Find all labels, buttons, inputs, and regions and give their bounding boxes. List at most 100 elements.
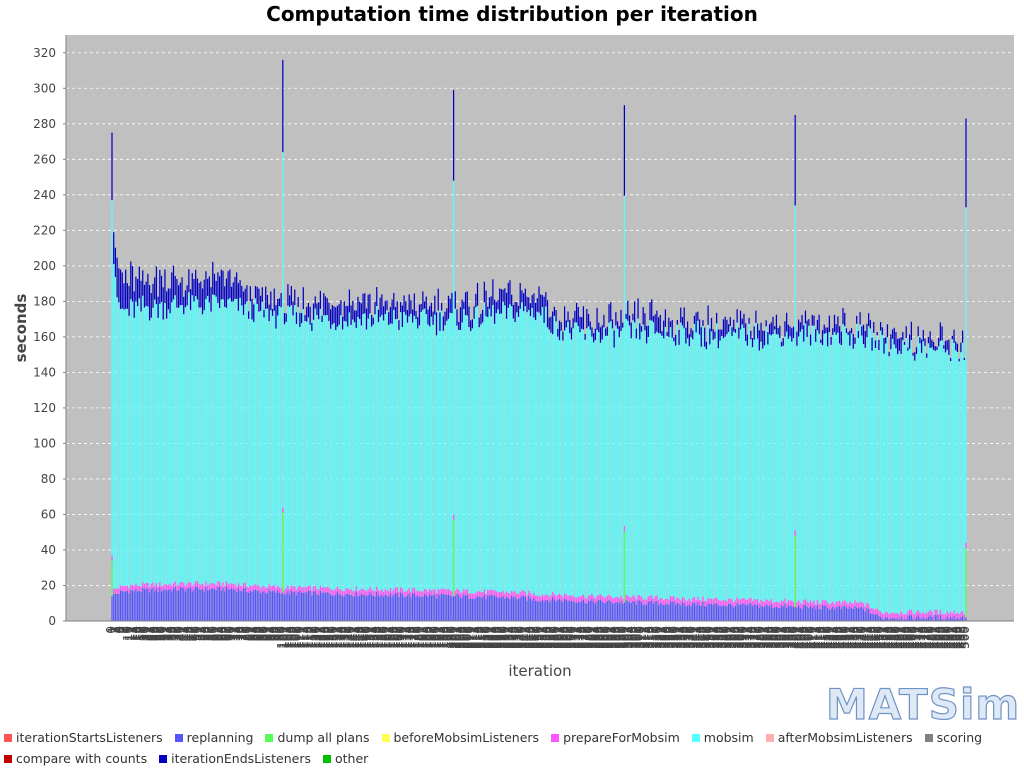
- bar-segment-iterationendslisteners: [511, 294, 513, 307]
- bar-segment-replanning: [316, 594, 318, 621]
- x-tick-label: 26: [148, 626, 162, 641]
- x-tick-label: 356: [712, 626, 726, 649]
- bar-segment-mobsim: [441, 310, 443, 589]
- bar-segment-mobsim: [722, 338, 725, 600]
- bar-segment-prepareformobsim: [155, 583, 158, 589]
- bar-segment-mobsim: [873, 332, 875, 610]
- bar-segment-mobsim: [420, 311, 422, 592]
- bar-segment-iterationendslisteners: [902, 332, 904, 341]
- x-tick-label: 149: [358, 626, 372, 649]
- bar-segment-iterationendslisteners: [681, 317, 684, 326]
- bar-segment-replanning: [907, 616, 909, 621]
- bar-segment-mobsim: [523, 311, 525, 591]
- bar-segment-prepareformobsim: [939, 609, 941, 616]
- x-tick-label: 480: [924, 626, 938, 649]
- bar-segment-replanning: [717, 605, 719, 621]
- bar-segment-mobsim: [302, 309, 304, 588]
- bar-segment-replanning: [683, 603, 685, 621]
- x-tick-label: 417: [816, 626, 830, 649]
- bar-iteration-41: [181, 277, 183, 621]
- x-tick-label: 46: [183, 626, 197, 641]
- x-tick-label: 108: [288, 626, 302, 649]
- bar-segment-iterationendslisteners: [355, 310, 357, 328]
- bar-segment-prepareformobsim: [895, 613, 897, 619]
- x-tick-label: 466: [900, 626, 914, 649]
- bar-segment-replanning: [869, 613, 871, 621]
- bar-segment-replanning: [403, 597, 405, 621]
- x-tick-label: 476: [917, 626, 931, 649]
- bar-segment-mobsim: [509, 304, 511, 594]
- bar-iteration-228: [500, 289, 503, 621]
- bar-segment-prepareformobsim: [686, 600, 689, 606]
- bar-segment-replanning: [335, 594, 337, 621]
- bar-segment-iterationendslisteners: [757, 323, 759, 339]
- bar-segment-prepareformobsim: [642, 599, 644, 605]
- bar-segment-mobsim: [955, 350, 957, 615]
- bar-segment-mobsim: [794, 205, 796, 531]
- x-tick-label: 86: [251, 626, 265, 641]
- bar-segment-mobsim: [787, 338, 789, 601]
- bar-segment-replanning: [311, 595, 313, 621]
- bar-segment-mobsim: [133, 317, 135, 586]
- bar-segment-iterationendslisteners: [157, 296, 159, 318]
- bar-segment-replanning: [534, 600, 537, 621]
- x-tick-label: 345: [693, 626, 707, 649]
- x-tick-label: 448: [869, 626, 883, 649]
- bar-segment-prepareformobsim: [944, 614, 947, 620]
- bar-segment-iterationendslisteners: [473, 306, 475, 319]
- bar-segment-replanning: [897, 618, 899, 621]
- bar-segment-mobsim: [330, 328, 332, 590]
- bar-segment-mobsim: [152, 307, 154, 583]
- bar-segment-replanning: [775, 606, 778, 621]
- x-tick-label: 334: [674, 626, 688, 649]
- bar-segment-mobsim: [881, 335, 883, 614]
- bar-segment-iterationendslisteners: [743, 313, 745, 329]
- x-tick-label: 118: [306, 626, 320, 649]
- bar-segment-mobsim: [268, 321, 270, 585]
- bar-segment-replanning: [579, 602, 581, 621]
- x-tick-label: 171: [396, 626, 410, 649]
- bar-iteration-44: [186, 285, 188, 621]
- bar-segment-mobsim: [671, 337, 673, 597]
- bar-segment-replanning: [712, 604, 714, 621]
- bar-iteration-141: [352, 300, 354, 621]
- bar-segment-iterationendslisteners: [331, 304, 333, 325]
- bar-segment-prepareformobsim: [244, 582, 246, 588]
- x-tick-label: 397: [782, 626, 796, 649]
- x-tick-label: 53: [195, 626, 209, 641]
- bar-iteration-169: [400, 302, 402, 621]
- x-tick-label: 483: [929, 626, 943, 649]
- x-tick-label: 364: [726, 626, 740, 649]
- bar-iteration-214: [476, 282, 479, 621]
- bar-segment-replanning: [470, 598, 472, 621]
- bar-segment-prepareformobsim: [193, 584, 195, 590]
- bar-segment-prepareformobsim: [857, 602, 860, 609]
- bar-segment-iterationendslisteners: [179, 282, 181, 306]
- bar-iteration-384: [767, 332, 769, 621]
- bar-segment-iterationendslisteners: [468, 306, 470, 328]
- bar-segment-mobsim: [475, 307, 477, 593]
- bar-segment-mobsim: [176, 307, 178, 586]
- bar-segment-iterationendslisteners: [196, 278, 199, 300]
- bar-segment-prepareformobsim: [425, 589, 427, 595]
- x-tick-label: 438: [852, 626, 866, 649]
- x-tick-label: 39: [171, 626, 185, 641]
- bar-iteration-405: [803, 325, 805, 621]
- bar-segment-replanning: [265, 593, 267, 621]
- x-tick-label: 487: [936, 626, 950, 649]
- bar-iteration-148: [364, 293, 366, 621]
- bar-segment-replanning: [499, 597, 501, 621]
- bar-segment-replanning: [480, 597, 482, 621]
- bar-segment-mobsim: [331, 324, 333, 590]
- legend-label: dump all plans: [277, 730, 370, 745]
- bar-iteration-302: [627, 300, 629, 621]
- bar-segment-mobsim: [586, 328, 588, 599]
- bar-segment-replanning: [622, 603, 624, 621]
- bar-iteration-485: [939, 322, 941, 621]
- bar-iteration-378: [757, 323, 759, 621]
- x-tick-label: 447: [867, 626, 881, 649]
- bar-iteration-412: [815, 329, 817, 621]
- x-tick-label: 358: [715, 626, 729, 649]
- bar-segment-iterationendslisteners: [936, 346, 938, 350]
- x-tick-label: 50: [189, 626, 203, 641]
